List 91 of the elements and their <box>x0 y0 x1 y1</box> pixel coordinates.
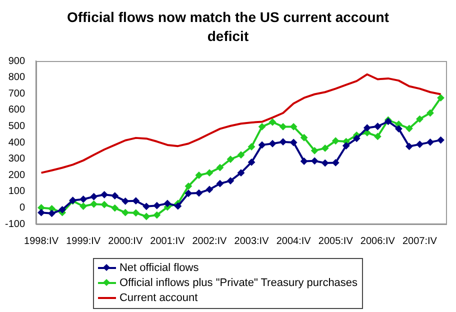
y-tick-label: 0 <box>19 202 26 214</box>
x-tick-label: 2000:IV <box>108 236 143 247</box>
x-tick-label: 2003:IV <box>234 236 270 247</box>
point <box>395 125 402 132</box>
point <box>416 140 424 148</box>
point <box>238 151 245 158</box>
point <box>248 158 256 166</box>
point <box>153 202 160 210</box>
point <box>80 202 87 210</box>
point <box>216 164 224 172</box>
point <box>206 169 213 176</box>
point <box>90 200 98 208</box>
y-tick-label: -100 <box>5 218 26 230</box>
point <box>142 213 150 220</box>
point <box>437 136 444 144</box>
point <box>122 209 129 216</box>
y-tick-label: 700 <box>8 88 26 100</box>
point <box>195 172 202 179</box>
point <box>184 190 192 197</box>
x-tick-label: 2004:IV <box>276 236 312 247</box>
point <box>374 122 382 130</box>
x-tick-label: 1999:IV <box>66 236 101 247</box>
point <box>311 157 318 164</box>
y-tick-label: 800 <box>8 72 26 84</box>
point <box>90 193 98 200</box>
point <box>280 123 287 130</box>
x-tick-label: 1998:IV <box>24 236 59 247</box>
point <box>311 147 318 154</box>
point <box>322 144 329 152</box>
y-tick-label: 100 <box>8 186 26 198</box>
point <box>437 94 444 102</box>
point <box>406 124 413 132</box>
point <box>416 116 424 123</box>
point <box>100 191 108 198</box>
point <box>258 123 266 130</box>
point <box>374 132 382 140</box>
point <box>132 197 140 204</box>
x-tick-label: 2007:IV <box>402 236 438 247</box>
point <box>226 156 234 163</box>
point <box>332 159 340 166</box>
y-tick-label: 500 <box>8 120 26 132</box>
x-tick-label: 2006:IV <box>360 236 396 247</box>
point <box>111 192 118 200</box>
point <box>80 196 87 203</box>
x-tick-label: 2005:IV <box>318 236 354 247</box>
point <box>122 198 129 205</box>
point <box>258 141 266 148</box>
point <box>216 180 224 188</box>
legend-label: Official inflows plus "Private" Treasury purchases <box>119 277 358 289</box>
y-tick-label: 600 <box>8 104 26 116</box>
point <box>142 202 150 210</box>
point <box>184 182 192 190</box>
point <box>48 210 56 217</box>
point <box>132 209 140 216</box>
point <box>290 139 298 146</box>
point <box>38 209 45 216</box>
point <box>153 212 160 219</box>
point <box>111 204 118 212</box>
point <box>342 142 350 150</box>
point <box>300 134 308 142</box>
point <box>226 177 234 184</box>
point <box>290 123 298 130</box>
y-tick-label: 300 <box>8 154 26 165</box>
legend-label: Net official flows <box>119 262 199 274</box>
point <box>164 200 171 207</box>
y-tick-label: 200 <box>8 170 26 181</box>
point <box>100 201 108 208</box>
y-tick-label: 900 <box>8 56 26 67</box>
point <box>174 202 182 210</box>
point <box>280 138 287 146</box>
x-tick-label: 2002:IV <box>192 236 228 247</box>
point <box>269 140 276 148</box>
point <box>195 190 202 197</box>
point <box>426 138 434 146</box>
point <box>406 142 413 150</box>
point <box>300 158 308 165</box>
point <box>353 134 360 142</box>
point <box>58 206 66 214</box>
y-tick-label: 400 <box>8 137 26 148</box>
x-tick-label: 2001:IV <box>150 236 185 247</box>
legend-label: Current account <box>119 292 198 304</box>
point <box>364 124 371 132</box>
point <box>206 186 213 193</box>
point <box>238 169 245 176</box>
point <box>426 109 434 116</box>
chart-title: Official flows now match the US current account deficit <box>66 8 390 46</box>
point <box>322 160 329 167</box>
point <box>269 118 276 126</box>
point <box>38 204 45 212</box>
point <box>248 143 256 150</box>
point <box>332 137 340 144</box>
